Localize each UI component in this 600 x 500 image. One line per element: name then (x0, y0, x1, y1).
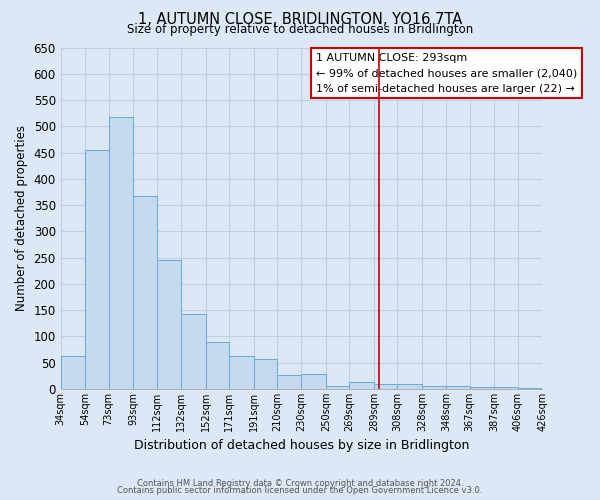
Text: 1, AUTUMN CLOSE, BRIDLINGTON, YO16 7TA: 1, AUTUMN CLOSE, BRIDLINGTON, YO16 7TA (138, 12, 462, 28)
Text: Size of property relative to detached houses in Bridlington: Size of property relative to detached ho… (127, 22, 473, 36)
Bar (85, 150, 109, 389)
Text: 1 AUTUMN CLOSE: 293sqm
← 99% of detached houses are smaller (2,040)
1% of semi-d: 1 AUTUMN CLOSE: 293sqm ← 99% of detached… (316, 52, 577, 94)
Bar (229, 356, 254, 389)
Text: Contains public sector information licensed under the Open Government Licence v3: Contains public sector information licen… (118, 486, 482, 495)
Bar (446, 386, 470, 389)
Bar (494, 388, 518, 389)
Bar (206, 342, 229, 389)
Bar (109, 117, 133, 389)
Bar (518, 388, 542, 389)
Bar (374, 384, 397, 389)
Bar (254, 359, 277, 389)
Bar (397, 384, 422, 389)
Bar (181, 314, 206, 389)
Bar (61, 356, 85, 389)
Bar (349, 382, 374, 389)
Bar (470, 388, 494, 389)
Bar (157, 260, 181, 389)
X-axis label: Distribution of detached houses by size in Bridlington: Distribution of detached houses by size … (134, 440, 469, 452)
Y-axis label: Number of detached properties: Number of detached properties (15, 126, 28, 312)
Bar (301, 374, 326, 389)
Bar (133, 196, 157, 389)
Bar (277, 375, 301, 389)
Bar (422, 386, 446, 389)
Bar (326, 386, 349, 389)
Text: Contains HM Land Registry data © Crown copyright and database right 2024.: Contains HM Land Registry data © Crown c… (137, 478, 463, 488)
